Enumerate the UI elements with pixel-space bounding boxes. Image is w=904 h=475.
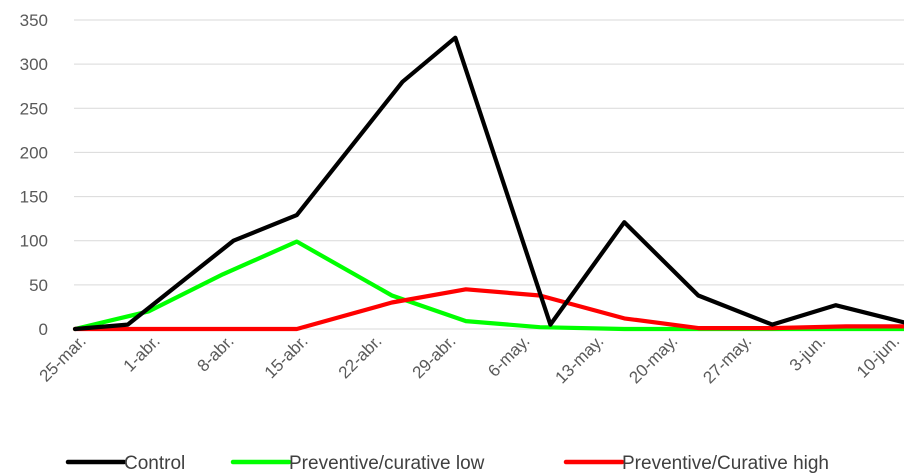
y-tick-label: 350 [20, 11, 48, 30]
x-tick-label: 27-may. [699, 331, 755, 387]
y-axis-ticks: 0 50 100 150 200 250 300 350 [20, 11, 48, 339]
x-tick-label: 6-may. [484, 331, 533, 380]
x-tick-label: 25-mar. [36, 331, 90, 385]
legend: Control Preventive/curative low Preventive… [65, 453, 829, 474]
y-tick-label: 50 [29, 276, 48, 295]
x-axis-ticks: 25-mar. 1-abr. 8-abr. 15-abr. 22-abr. 29-abr.… [36, 331, 904, 387]
x-tick-label: 8-abr. [194, 331, 238, 375]
y-tick-label: 100 [20, 232, 48, 251]
x-tick-label: 13-may. [551, 331, 607, 387]
series-line-0 [72, 35, 904, 332]
y-tick-label: 250 [20, 99, 48, 118]
x-tick-label: 22-abr. [335, 331, 386, 382]
x-tick-label: 29-abr. [409, 331, 460, 382]
y-tick-label: 150 [20, 188, 48, 207]
x-tick-label: 20-may. [625, 331, 681, 387]
x-tick-label: 15-abr. [261, 331, 312, 382]
y-tick-label: 200 [20, 143, 48, 162]
legend-label: Preventive/curative low [289, 453, 485, 474]
y-tick-label: 0 [39, 320, 48, 339]
y-tick-label: 300 [20, 55, 48, 74]
series-lines [72, 35, 904, 332]
gridlines [74, 19, 904, 330]
series-line-2 [72, 287, 904, 332]
x-tick-label: 1-abr. [120, 331, 164, 375]
legend-label: Control [124, 453, 185, 474]
legend-label: Preventive/Curative high [622, 453, 829, 474]
x-tick-label: 3-jun. [786, 331, 830, 375]
x-tick-label: 10-jun. [853, 331, 903, 381]
